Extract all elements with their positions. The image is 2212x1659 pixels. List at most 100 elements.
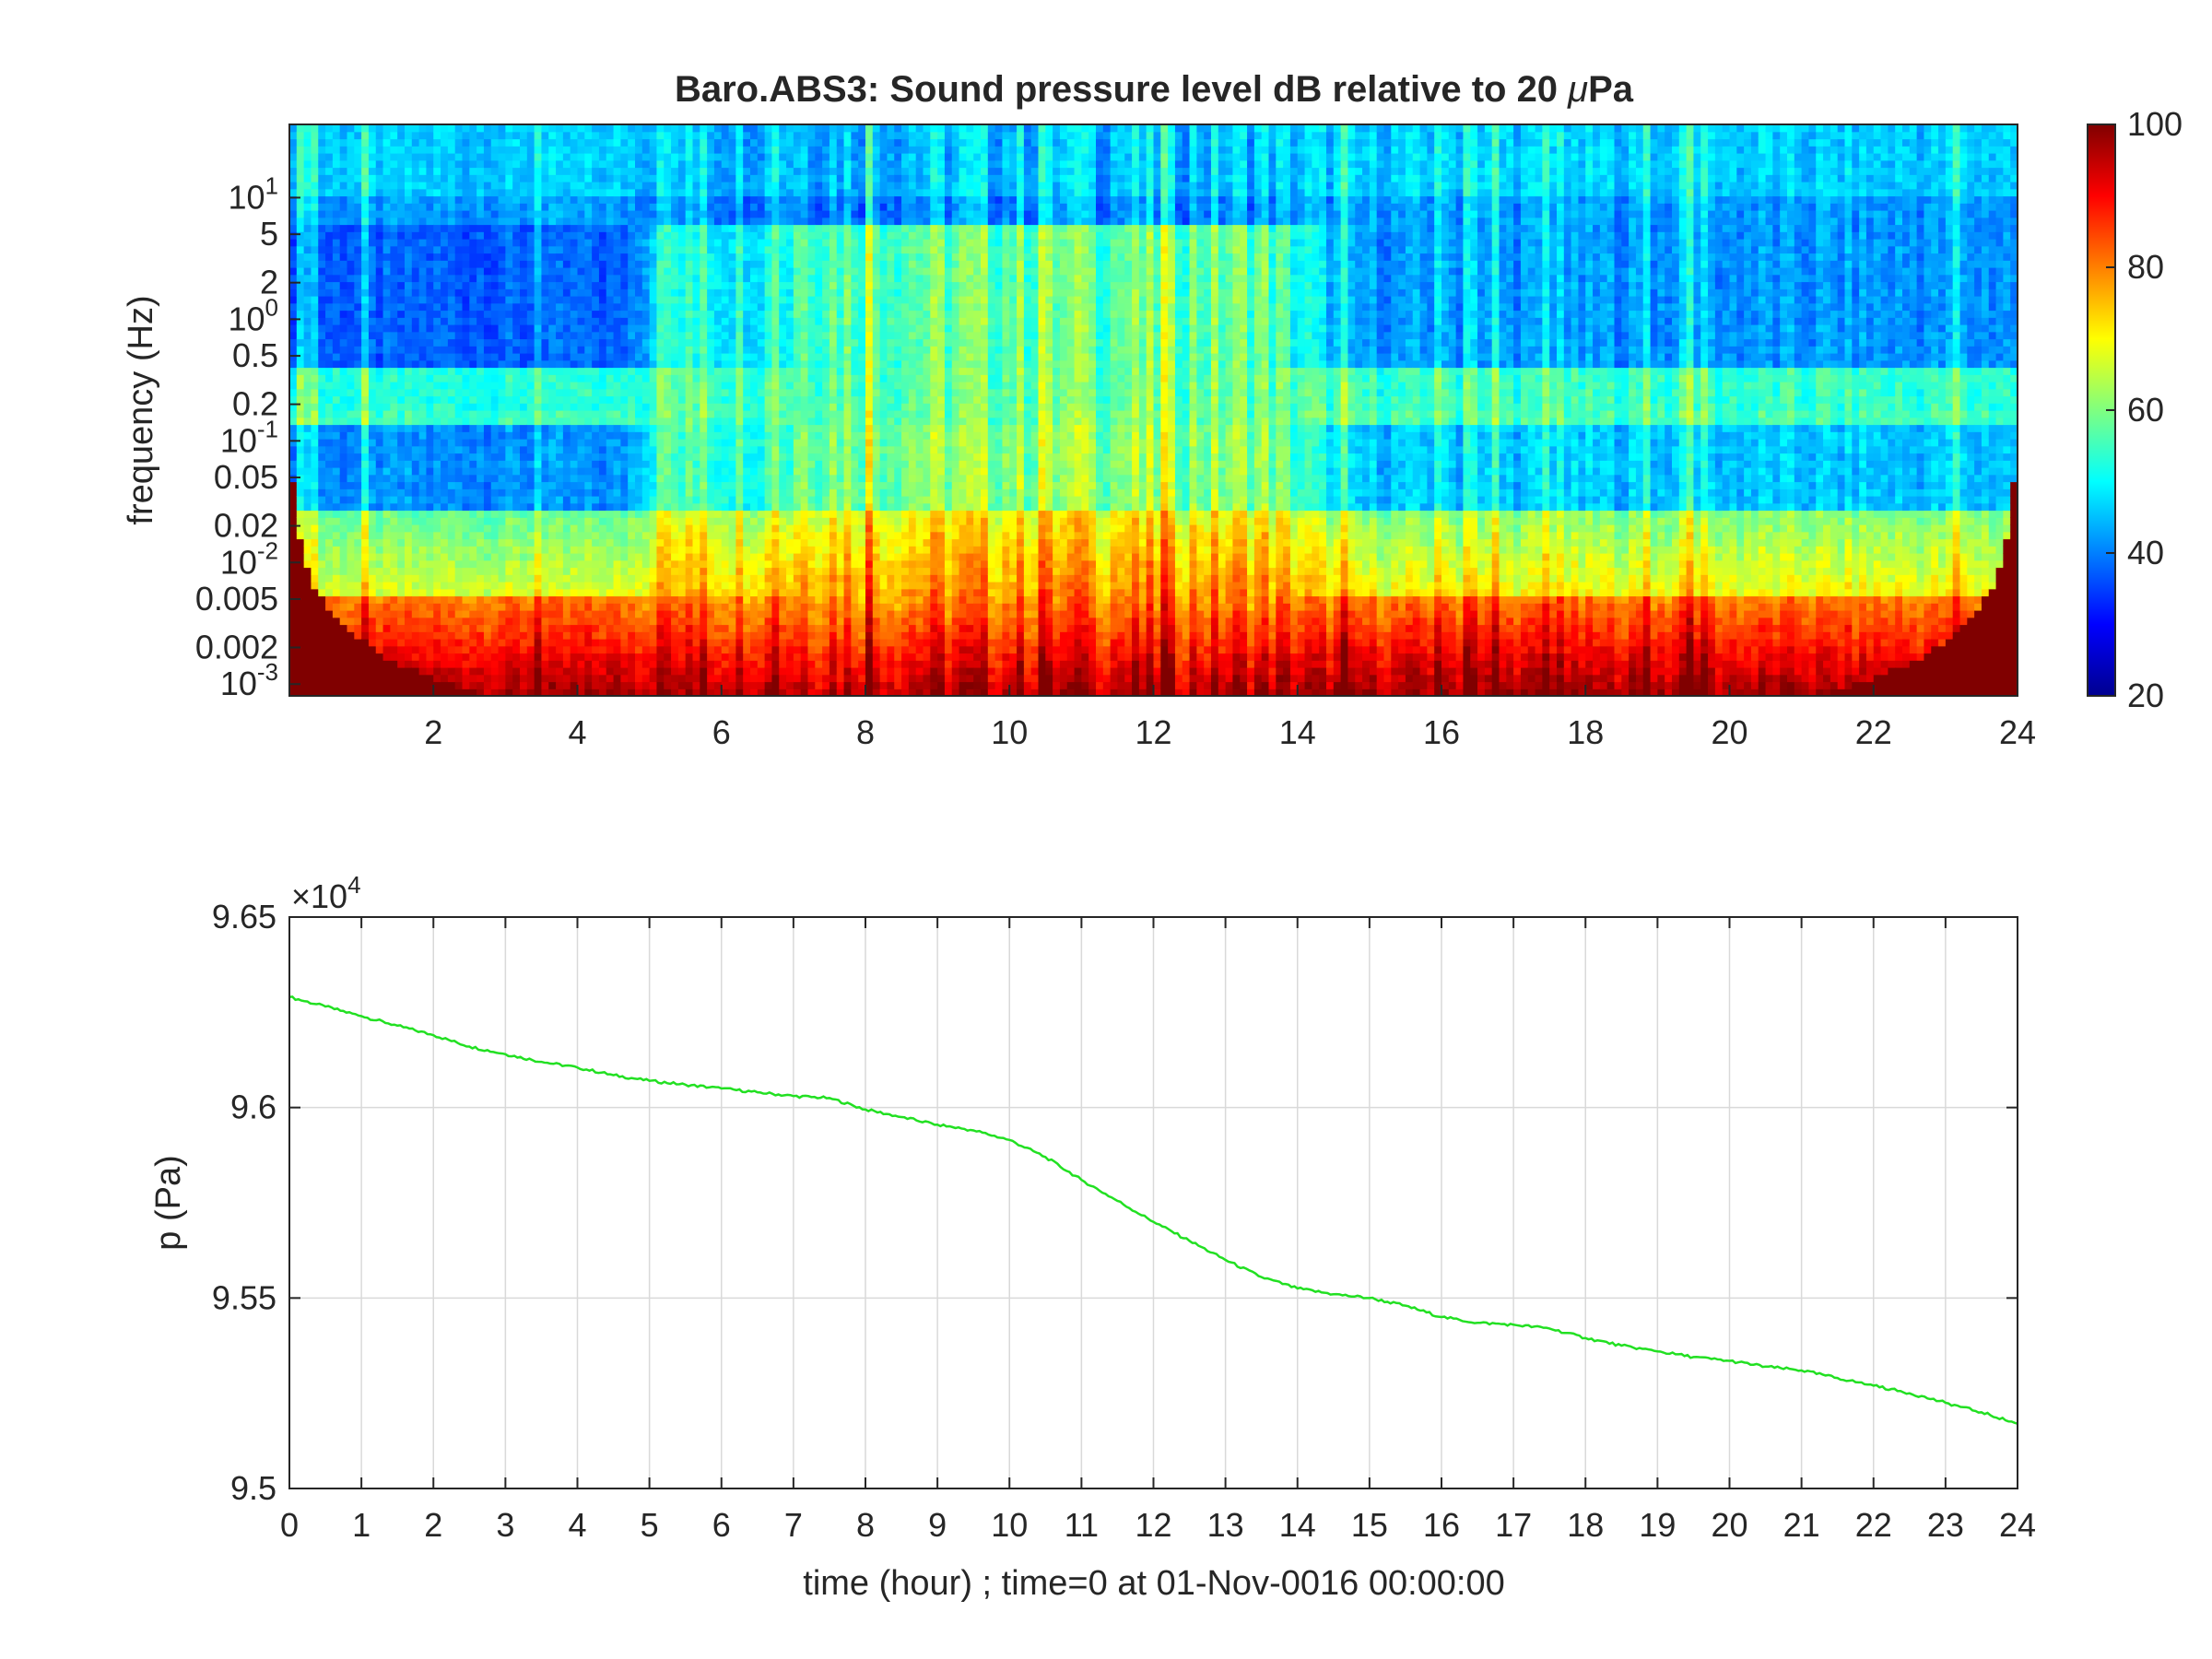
spectrogram-cell	[534, 681, 543, 689]
spectrogram-cell	[469, 159, 477, 169]
spectrogram-cell	[656, 138, 665, 147]
spectrogram-cell	[462, 310, 470, 318]
spectrogram-cell	[707, 645, 715, 654]
spectrogram-cell	[534, 688, 543, 696]
spectrogram-cell	[505, 531, 513, 540]
spectrogram-cell	[598, 324, 607, 333]
spectrogram-cell	[375, 595, 384, 604]
spectrogram-cell	[303, 188, 312, 197]
spectrogram-cell	[526, 645, 535, 654]
spectrogram-cell	[656, 210, 665, 218]
spectrogram-cell	[570, 382, 579, 390]
spectrogram-cell	[526, 338, 535, 347]
spectrogram-cell	[548, 182, 557, 190]
spectrogram-cell	[548, 467, 557, 476]
spectrogram-cell	[656, 317, 665, 325]
spectrogram-cell	[375, 260, 384, 268]
spectrogram-cell	[707, 174, 715, 182]
spectrogram-cell	[382, 395, 391, 404]
spectrogram-cell	[620, 210, 629, 218]
spectrogram-cell	[505, 582, 513, 590]
spectrogram-cell	[556, 410, 564, 418]
spectrogram-cell	[707, 367, 715, 375]
spectrogram-cell	[390, 424, 398, 432]
spectrogram-cell	[713, 546, 723, 554]
spectrogram-cell	[505, 310, 513, 318]
spectrogram-cell	[620, 681, 629, 689]
spectrogram-cell	[526, 231, 535, 240]
spectrogram-cell	[685, 460, 694, 468]
spectrogram-cell	[656, 553, 665, 561]
spectrogram-cell	[418, 474, 428, 483]
spectrogram-cell	[498, 688, 506, 696]
spectrogram-cell	[347, 538, 355, 547]
spectrogram-cell	[368, 382, 377, 390]
spectrogram-cell	[641, 639, 651, 647]
spectrogram-cell	[411, 260, 420, 268]
spectrogram-cell	[606, 546, 615, 554]
spectrogram-cell	[390, 167, 398, 175]
spectrogram-cell	[548, 131, 557, 140]
spectrogram-cell	[483, 374, 492, 382]
spectrogram-cell	[332, 374, 341, 382]
spectrogram-cell	[641, 124, 651, 133]
spectrogram-cell	[685, 346, 694, 354]
spectrogram-cell	[649, 667, 658, 676]
spectrogram-cell	[685, 667, 694, 676]
spectrogram-cell	[296, 331, 305, 340]
spectrogram-cell	[577, 481, 585, 489]
spectrogram-cell	[520, 253, 528, 261]
spectrogram-cell	[613, 338, 621, 347]
spectrogram-cell	[318, 239, 326, 247]
spectrogram-cell	[397, 645, 406, 654]
spectrogram-cell	[548, 567, 557, 575]
spectrogram-cell	[671, 688, 679, 696]
spectrogram-cell	[325, 417, 334, 426]
spectrogram-cell	[332, 245, 341, 254]
spectrogram-cell	[520, 124, 528, 133]
spectrogram-cell	[562, 231, 571, 240]
spectrogram-cell	[354, 359, 362, 369]
spectrogram-cell	[325, 660, 334, 668]
spectrogram-cell	[677, 188, 687, 197]
spectrogram-cell	[584, 403, 593, 411]
spectrogram-cell	[405, 688, 413, 696]
spectrogram-cell	[454, 231, 464, 240]
spectrogram-cell	[562, 645, 571, 654]
spectrogram-cell	[433, 467, 441, 476]
spectrogram-cell	[520, 688, 528, 696]
spectrogram-cell	[520, 274, 528, 283]
spectrogram-cell	[303, 153, 312, 161]
spectrogram-cell	[592, 496, 600, 504]
spectrogram-cell	[339, 524, 348, 533]
spectrogram-cell	[303, 395, 312, 404]
spectrogram-cell	[692, 431, 700, 440]
spectrogram-cell	[339, 195, 348, 204]
spectrogram-cell	[685, 567, 694, 575]
spectrogram-cell	[671, 674, 679, 683]
spectrogram-cell	[289, 631, 298, 640]
spectrogram-cell	[692, 645, 700, 654]
spectrogram-cell	[592, 146, 600, 154]
spectrogram-cell	[311, 174, 319, 182]
spectrogram-cell	[441, 359, 449, 369]
spectrogram-cell	[354, 310, 362, 318]
spectrogram-cell	[325, 267, 334, 276]
spectrogram-cell	[498, 631, 506, 640]
spectrogram-cell	[332, 346, 341, 354]
spectrogram-cell	[628, 496, 636, 504]
spectrogram-cell	[641, 253, 651, 261]
spectrogram-cell	[598, 188, 607, 197]
spectrogram-cell	[526, 524, 535, 533]
spectrogram-cell	[390, 467, 398, 476]
spectrogram-cell	[339, 182, 348, 190]
spectrogram-cell	[649, 517, 658, 525]
spectrogram-cell	[462, 517, 470, 525]
spectrogram-cell	[390, 631, 398, 640]
spectrogram-cell	[469, 395, 477, 404]
spectrogram-cell	[671, 296, 679, 304]
spectrogram-cell	[656, 374, 665, 382]
spectrogram-cell	[311, 195, 319, 204]
spectrogram-cell	[339, 431, 348, 440]
spectrogram-cell	[584, 245, 593, 254]
